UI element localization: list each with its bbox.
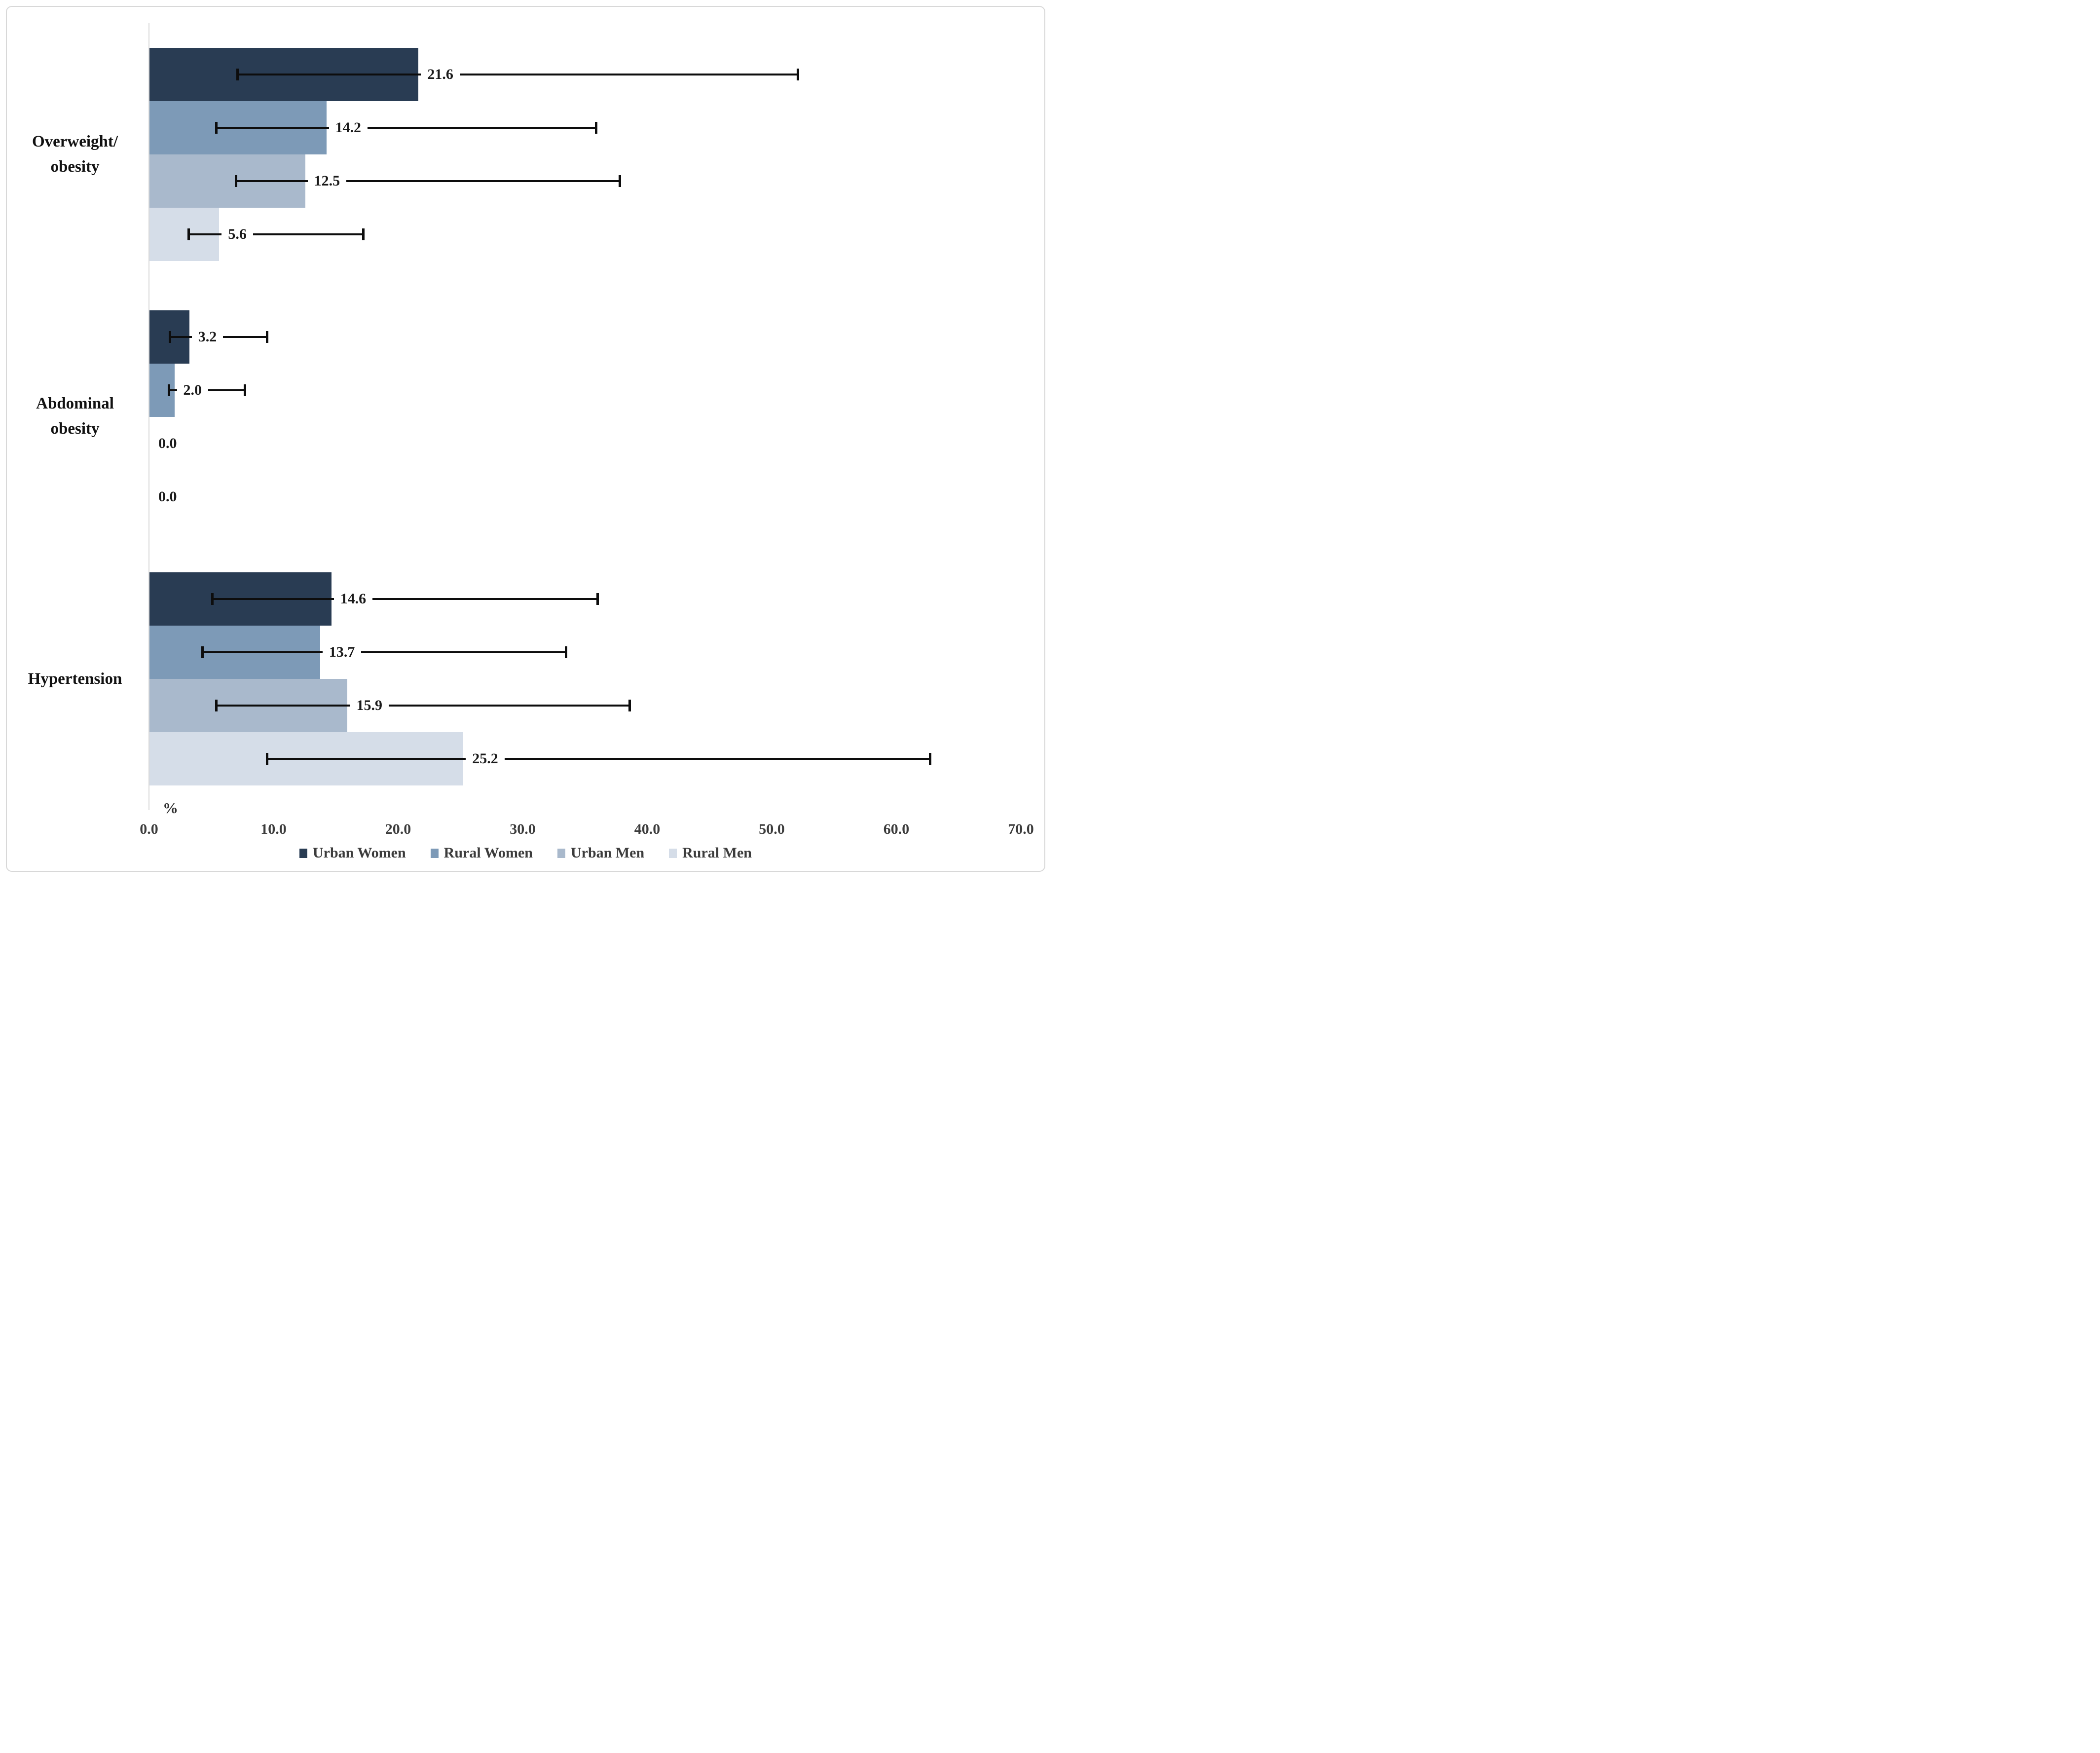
category-label-abdominal-obesity: Abdominal obesity [7,286,143,548]
value-label-urban-men-hypertension: 15.9 [350,697,389,714]
legend-item-urban-women: Urban Women [299,845,406,861]
x-tick-label-20-0: 20.0 [385,821,411,837]
value-label-urban-men-overweight-obesity: 12.5 [307,172,347,189]
legend-swatch-rural-women [430,848,439,858]
error-bar-rural-women-overweight-obesity [215,121,598,134]
error-bar-urban-men-hypertension [215,700,631,712]
value-label-rural-women-overweight-obesity: 14.2 [329,119,368,136]
category-label-line: Hypertension [28,670,122,688]
value-label-rural-women-abdominal-obesity: 2.0 [177,381,208,399]
category-label-hypertension: Hypertension [7,548,143,810]
value-label-rural-women-hypertension: 13.7 [322,644,362,661]
legend-swatch-urban-women [299,848,308,858]
y-axis-line [148,23,149,810]
x-tick-label-50-0: 50.0 [759,821,785,837]
category-label-line: Abdominal [36,395,114,413]
error-bar-rural-men-hypertension [266,753,932,765]
legend-item-urban-men: Urban Men [557,845,644,861]
plot-area: Overweight/obesity Abdominal obesity Hypert… [7,7,1044,871]
legend-label-rural-men: Rural Men [682,845,752,861]
x-tick-label-60-0: 60.0 [883,821,910,837]
x-tick-label-10-0: 10.0 [260,821,287,837]
legend-swatch-rural-men [669,848,677,858]
legend-label-urban-women: Urban Women [313,845,406,861]
chart-figure: Overweight/obesity Abdominal obesity Hypert… [6,6,1045,872]
error-bar-urban-women-hypertension [211,593,599,605]
error-bar-rural-men-overweight-obesity [187,228,365,240]
x-tick-label-0-0: 0.0 [140,821,158,837]
value-label-rural-men-overweight-obesity: 5.6 [221,225,253,243]
x-tick-label-70-0: 70.0 [1008,821,1034,837]
legend-item-rural-men: Rural Men [669,845,752,861]
legend-swatch-urban-men [557,848,565,858]
x-axis-unit-label: % [163,799,178,817]
error-bar-urban-men-overweight-obesity [235,175,621,187]
legend-item-rural-women: Rural Women [430,845,533,861]
category-label-overweight-obesity: Overweight/obesity [7,23,143,286]
legend-label-urban-men: Urban Men [570,845,645,861]
error-bar-urban-women-overweight-obesity [236,68,800,80]
x-tick-label-40-0: 40.0 [634,821,661,837]
legend: Urban Women Rural Women Urban Men Rural Men [7,845,1044,861]
value-label-rural-men-abdominal-obesity: 0.0 [152,488,184,505]
category-label-line: obesity [50,157,100,176]
value-label-urban-women-overweight-obesity: 21.6 [421,66,460,83]
x-tick-label-30-0: 30.0 [510,821,536,837]
error-bar-rural-women-hypertension [201,646,568,659]
legend-label-rural-women: Rural Women [443,845,533,861]
value-label-urban-women-hypertension: 14.6 [333,591,373,608]
value-label-urban-women-abdominal-obesity: 3.2 [191,328,223,345]
value-label-urban-men-abdominal-obesity: 0.0 [152,435,184,452]
category-label-line: obesity [50,420,100,438]
category-label-line: Overweight/ [32,132,118,150]
value-label-rural-men-hypertension: 25.2 [466,750,505,768]
